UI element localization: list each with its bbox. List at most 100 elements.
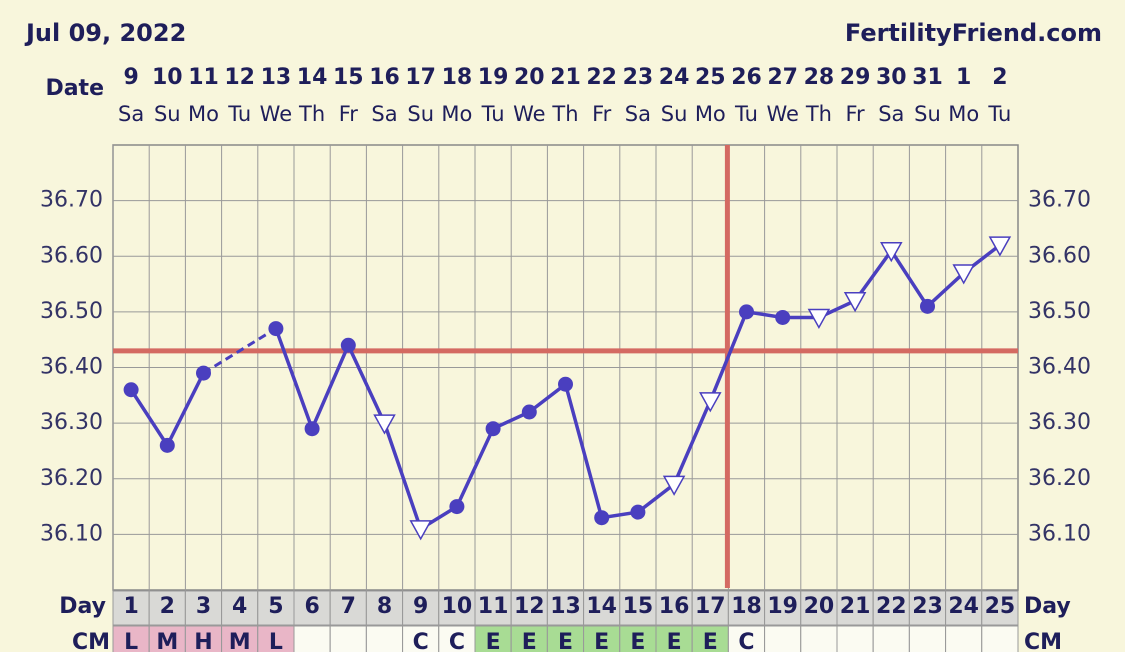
cm-cell (474, 625, 512, 652)
temperature-point-open (952, 264, 975, 285)
y-tick-label: 36.20 (40, 466, 103, 491)
cm-cell (221, 625, 259, 652)
weekday: Th (298, 102, 325, 126)
weekday: Mo (188, 102, 219, 126)
y-tick-label: 36.30 (40, 410, 103, 435)
date: 14 (297, 65, 328, 90)
y-tick-label-right: 36.10 (1028, 521, 1091, 546)
day-number: 2 (160, 594, 175, 619)
day-cell (438, 590, 476, 626)
date-label: Date (45, 76, 104, 101)
date: 16 (369, 65, 400, 90)
cm-cell (293, 625, 331, 652)
weekday: Su (661, 102, 688, 126)
temperature-point (521, 404, 537, 420)
temperature-point (340, 337, 356, 353)
day-number: 16 (659, 594, 690, 619)
date: 18 (442, 65, 473, 90)
cm-label-right: CM (1024, 630, 1062, 652)
temperature-point (739, 304, 754, 320)
weekday: We (766, 102, 798, 126)
cm-cell (727, 625, 766, 652)
temperature-point-open (409, 520, 432, 541)
temperature-point (920, 298, 935, 314)
day-number: 23 (912, 594, 943, 619)
day-label-right: Day (1024, 594, 1071, 619)
weekday: Tu (481, 102, 505, 126)
y-tick-label: 36.60 (40, 243, 103, 268)
y-tick-label-right: 36.30 (1028, 410, 1091, 435)
cm-cell (945, 625, 983, 652)
cm-cell (510, 625, 548, 652)
temperature-point (196, 365, 211, 381)
weekday: Su (914, 102, 941, 126)
date: 27 (767, 65, 798, 90)
temperature-point (449, 499, 465, 515)
day-number: 14 (586, 594, 617, 619)
day-number: 17 (695, 594, 726, 619)
day-cell (981, 590, 1019, 626)
y-tick-label: 36.50 (40, 299, 103, 324)
weekday: Mo (948, 102, 979, 126)
weekday: Fr (592, 102, 612, 126)
weekday: We (513, 102, 545, 126)
date: 1 (956, 65, 971, 90)
temperature-point-open (807, 308, 831, 329)
cm-value: L (124, 630, 138, 652)
temperature-point-open (988, 236, 1012, 257)
date: 10 (152, 65, 183, 90)
date: 31 (912, 65, 943, 90)
cm-value: C (413, 630, 429, 652)
cm-cell (655, 625, 693, 652)
cm-cell (691, 625, 729, 652)
chart-title: Jul 09, 2022 (24, 19, 186, 47)
cm-cell (872, 625, 910, 652)
cm-value: E (486, 630, 501, 652)
day-cell (691, 590, 729, 626)
cm-value: E (558, 630, 573, 652)
weekday: Su (154, 102, 181, 126)
temperature-point-open (843, 292, 867, 313)
cm-value: E (594, 630, 609, 652)
y-tick-label-right: 36.70 (1028, 188, 1091, 213)
date: 24 (659, 65, 690, 90)
date: 2 (992, 65, 1007, 90)
temperature-point-open (373, 414, 396, 435)
cm-value: M (229, 630, 251, 652)
date: 17 (405, 65, 436, 90)
day-number: 18 (731, 594, 762, 619)
cm-cell (546, 625, 585, 652)
day-cell (221, 590, 259, 626)
day-cell (365, 590, 404, 626)
weekday: Th (805, 102, 832, 126)
day-cell (257, 590, 295, 626)
day-number: 21 (840, 594, 871, 619)
day-label: Day (59, 594, 106, 619)
day-number: 11 (478, 594, 509, 619)
day-number: 12 (514, 594, 545, 619)
weekday: Tu (987, 102, 1011, 126)
day-number: 7 (341, 594, 356, 619)
temperature-point (268, 321, 284, 337)
day-cell (945, 590, 983, 626)
day-cell (112, 590, 150, 626)
cm-value: E (667, 630, 682, 652)
temperature-point (775, 309, 791, 325)
day-number: 6 (304, 594, 319, 619)
date: 26 (731, 65, 762, 90)
weekday: Tu (227, 102, 251, 126)
date: 30 (876, 65, 907, 90)
date: 25 (695, 65, 726, 90)
cm-cell (800, 625, 838, 652)
date: 20 (514, 65, 545, 90)
cm-cell (148, 625, 186, 652)
cm-value: C (449, 630, 465, 652)
day-number: 25 (985, 594, 1016, 619)
day-cell (655, 590, 693, 626)
date: 29 (840, 65, 871, 90)
gap-bridge (202, 327, 277, 375)
weekday: Mo (441, 102, 472, 126)
weekday: Th (551, 102, 578, 126)
site-name: FertilityFriend.com (845, 19, 1102, 47)
day-cell (872, 590, 910, 626)
